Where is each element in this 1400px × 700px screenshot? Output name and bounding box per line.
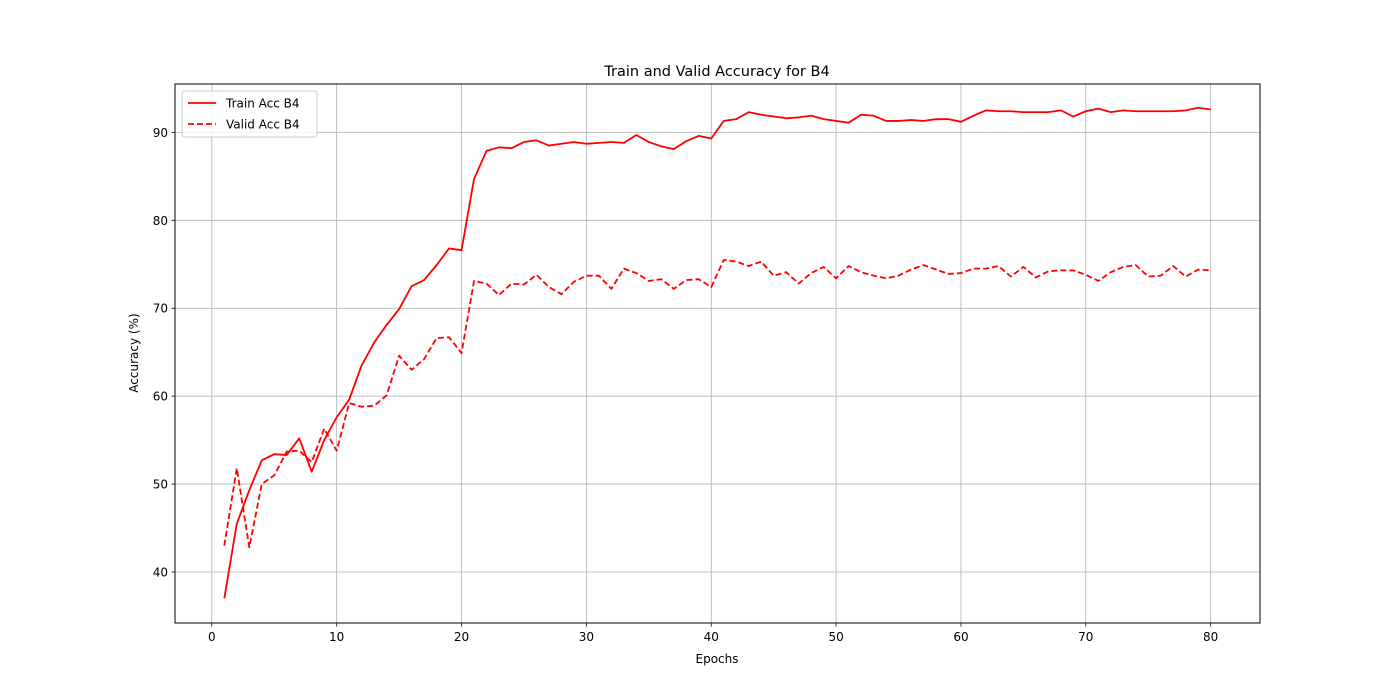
series-line-train: [223, 106, 1211, 599]
x-axis-label: Epochs: [696, 652, 739, 666]
legend-label-train: Train Acc B4: [225, 97, 299, 111]
x-tick-label: 30: [579, 630, 594, 644]
plot-lines: [223, 106, 1211, 599]
legend-label-valid: Valid Acc B4: [226, 118, 300, 132]
series-line-valid: [223, 258, 1211, 549]
legend: Train Acc B4 Valid Acc B4: [181, 90, 318, 138]
y-axis: 40 50 60 70 80 90: [153, 126, 175, 580]
plot-frame: [174, 83, 1261, 624]
x-tick-label: 40: [704, 630, 719, 644]
x-tick-label: 60: [953, 630, 968, 644]
y-tick-label: 60: [153, 390, 168, 404]
x-axis: 0 10 20 30 40 50 60 70 80: [208, 623, 1218, 644]
x-tick-label: 0: [208, 630, 216, 644]
y-tick-label: 80: [153, 214, 168, 228]
x-tick-label: 20: [454, 630, 469, 644]
y-tick-label: 40: [153, 566, 168, 580]
chart-title: Train and Valid Accuracy for B4: [603, 64, 829, 80]
grid: [175, 84, 1260, 623]
x-tick-label: 70: [1078, 630, 1093, 644]
x-tick-label: 10: [329, 630, 344, 644]
x-tick-label: 50: [828, 630, 843, 644]
y-tick-label: 70: [153, 302, 168, 316]
y-tick-label: 50: [153, 478, 168, 492]
x-tick-label: 80: [1203, 630, 1218, 644]
y-axis-label: Accuracy (%): [127, 313, 141, 392]
y-tick-label: 90: [153, 126, 168, 140]
